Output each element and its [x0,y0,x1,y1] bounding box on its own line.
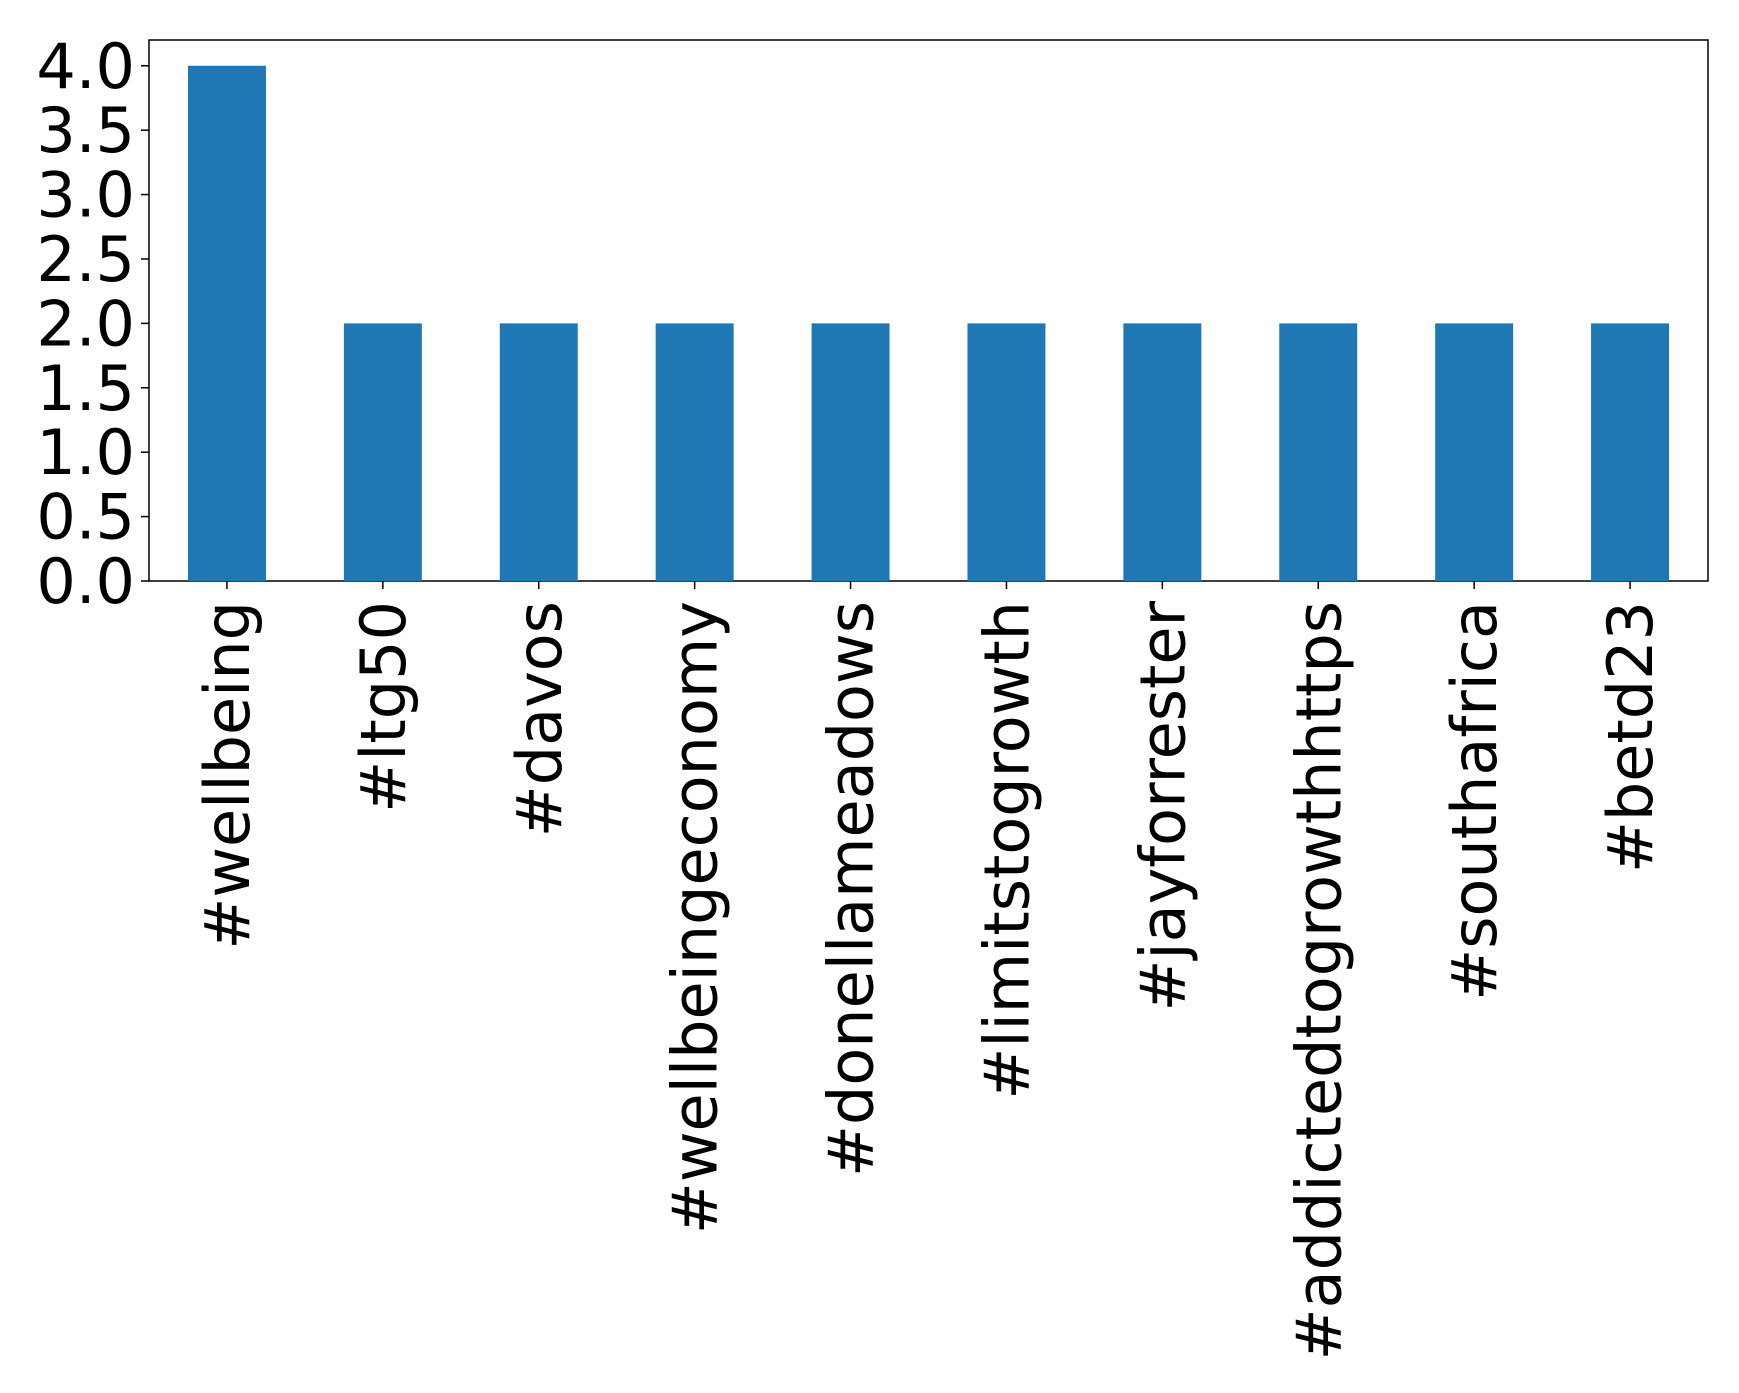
y-tick-label: 4.0 [36,30,135,103]
y-tick-label: 0.0 [36,545,135,618]
bar [343,323,422,581]
x-tick-label: #southafrica [1438,601,1511,1001]
x-tick-label: #jayforrester [1126,600,1199,1011]
x-tick-label: #davos [503,601,576,837]
bar [811,323,890,581]
x-tick-label: #wellbeing [191,601,264,950]
x-tick-label: #limitstogrowth [970,601,1043,1100]
bar [187,65,266,581]
x-tick-label: #ltg50 [347,601,420,813]
y-tick-label: 3.0 [36,159,135,232]
bar [1435,323,1514,581]
y-tick-label: 2.0 [36,287,135,360]
plot-frame [148,39,1709,582]
y-tick-label: 2.5 [36,223,135,296]
y-tick-label: 1.5 [36,352,135,425]
x-tick-label: #addictedtogrowthhttps [1282,601,1355,1360]
x-tick-label: #wellbeingeconomy [659,601,732,1234]
y-tick-label: 1.0 [36,416,135,489]
bar [1591,323,1670,581]
y-tick-label: 0.5 [36,481,135,554]
bar [967,323,1046,581]
bar [499,323,578,581]
x-tick-label: #donellameadows [815,601,888,1177]
bar [1123,323,1202,581]
y-tick-label: 3.5 [36,94,135,167]
x-tick-label: #betd23 [1594,601,1667,873]
bar [655,323,734,581]
bar [1279,323,1358,581]
